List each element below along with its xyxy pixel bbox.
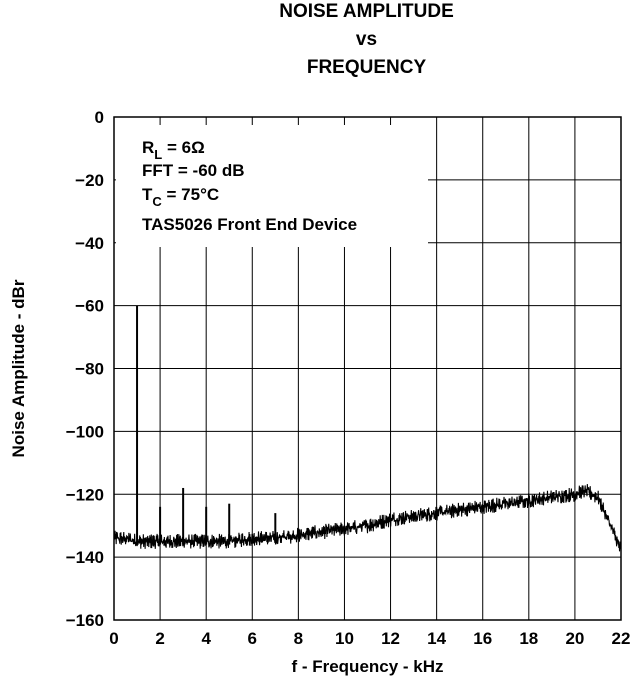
tick-labels: 0 2 4 6 8 10 12 14 16 18 20 22 0 −20 −40 −60 −80 −100 −120… (66, 108, 631, 648)
annotation-tc-sub: C (152, 194, 162, 209)
x-tick-label: 12 (381, 629, 400, 648)
y-tick-label: −60 (75, 297, 104, 316)
annotation-device: TAS5026 Front End Device (142, 215, 357, 234)
x-tick-label: 16 (473, 629, 492, 648)
x-tick-label: 20 (565, 629, 584, 648)
y-tick-label: −80 (75, 360, 104, 379)
annotations: RL = 6Ω FFT = -60 dB TC = 75°C TAS5026 F… (142, 138, 357, 234)
plot-frame (113, 116, 622, 621)
y-tick-label: 0 (95, 108, 104, 127)
annotation-fft: FFT = -60 dB (142, 161, 244, 180)
chart-title-line-2: vs (355, 29, 378, 50)
annotation-load-resistance: RL = 6Ω (142, 138, 205, 162)
y-tick-label: −20 (75, 171, 104, 190)
y-axis-label: Noise Amplitude - dBr (9, 279, 28, 457)
x-tick-label: 6 (248, 629, 257, 648)
chart-title-line-3: FREQUENCY (306, 57, 427, 78)
x-tick-label: 8 (294, 629, 303, 648)
noise-series-line (113, 484, 622, 552)
y-tick-label: −160 (66, 611, 104, 630)
y-tick-label: −40 (75, 234, 104, 253)
chart-title: NOISE AMPLITUDE vs FREQUENCY (0, 0, 641, 84)
chart-title-line-1: NOISE AMPLITUDE (279, 1, 454, 22)
y-tick-label: −140 (66, 548, 104, 567)
annotation-box (116, 125, 428, 247)
y-tick-label: −120 (66, 485, 104, 504)
data-layer (113, 305, 622, 552)
x-tick-label: 4 (201, 629, 211, 648)
annotation-case-temperature: TC = 75°C (142, 185, 219, 209)
x-axis-label: f - Frequency - kHz (291, 657, 443, 676)
annotation-rl-sub: L (154, 147, 162, 162)
x-tick-label: 22 (612, 629, 631, 648)
x-tick-label: 14 (427, 629, 446, 648)
annotation-tc-main: T (142, 185, 153, 204)
x-tick-label: 18 (519, 629, 538, 648)
annotation-rl-rest: = 6Ω (162, 138, 204, 157)
annotation-rl-main: R (142, 138, 154, 157)
x-tick-label: 10 (335, 629, 354, 648)
annotation-tc-rest: = 75°C (162, 185, 219, 204)
x-tick-label: 2 (155, 629, 164, 648)
x-tick-label: 0 (109, 629, 118, 648)
y-tick-label: −100 (66, 422, 104, 441)
